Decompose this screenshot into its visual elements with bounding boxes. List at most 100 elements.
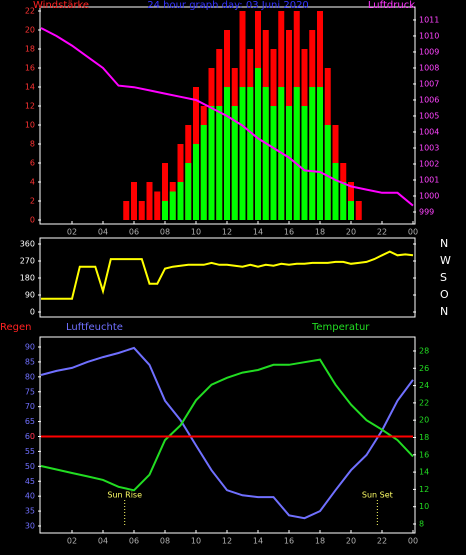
y-tick-label: 75 xyxy=(25,387,35,396)
wind-bar xyxy=(301,106,308,220)
x-tick-label: 18 xyxy=(315,228,325,237)
y-tick-label: 40 xyxy=(25,492,35,501)
y-tick-label: 22 xyxy=(419,398,429,407)
y-tick-label: 35 xyxy=(25,507,35,516)
y-tick-label: 10 xyxy=(419,502,429,511)
y-tick-label: 16 xyxy=(419,450,429,459)
chart-title: 24 hour graph day: 03 Juni 2020 xyxy=(147,0,309,11)
y-tick-label: 22 xyxy=(25,7,35,16)
y-tick-label: 28 xyxy=(419,346,429,355)
y-tick-label: 8 xyxy=(419,520,424,529)
y-tick-label: 1003 xyxy=(419,143,439,152)
y-tick-label: 1005 xyxy=(419,111,439,120)
y-tick-label: W xyxy=(440,254,451,267)
wind-bar xyxy=(208,106,215,220)
y-tick-label: 65 xyxy=(25,417,35,426)
wind-bar xyxy=(193,144,199,220)
wind-bar xyxy=(185,163,192,220)
y-tick-label: 180 xyxy=(20,274,35,283)
y-tick-label: 10 xyxy=(25,121,35,130)
x-tick-label: 06 xyxy=(129,228,139,237)
wind-bar xyxy=(247,87,254,220)
x-tick-label: 12 xyxy=(222,537,232,546)
y-tick-label: 1001 xyxy=(419,175,439,184)
x-tick-label: 14 xyxy=(253,228,263,237)
x-tick-label: 00 xyxy=(408,537,418,546)
x-tick-label: 02 xyxy=(67,537,77,546)
y-tick-label: 1010 xyxy=(419,31,439,40)
y-tick-label: 1004 xyxy=(419,127,439,136)
wind-bar xyxy=(270,106,277,220)
y-tick-label: 1000 xyxy=(419,191,439,200)
x-tick-label: 04 xyxy=(98,537,108,546)
x-tick-label: 20 xyxy=(346,228,356,237)
wind-bar xyxy=(138,201,145,220)
wind-bar xyxy=(200,125,207,220)
wind-bar xyxy=(255,68,261,220)
wind-bar xyxy=(309,87,316,220)
wind-bar xyxy=(332,163,339,220)
y-tick-label: 4 xyxy=(30,178,35,187)
x-tick-label: 22 xyxy=(377,537,387,546)
x-tick-label: 08 xyxy=(160,228,170,237)
y-tick-label: 999 xyxy=(419,207,434,216)
data-line xyxy=(40,358,414,492)
x-tick-label: 10 xyxy=(191,228,201,237)
wind-bar xyxy=(169,191,176,220)
y-tick-label: 18 xyxy=(25,45,35,54)
y-tick-label: 1008 xyxy=(419,63,439,72)
y-tick-label: 1009 xyxy=(419,47,439,56)
annotation: Sun Rise xyxy=(107,491,142,500)
wind-bar xyxy=(317,87,323,220)
y-tick-label: 60 xyxy=(25,432,35,441)
y-tick-label: O xyxy=(440,288,449,301)
x-tick-label: 02 xyxy=(67,228,77,237)
y-tick-label: 24 xyxy=(419,381,429,390)
wind-bar xyxy=(340,182,347,220)
x-tick-label: 10 xyxy=(191,537,201,546)
x-tick-label: 06 xyxy=(129,537,139,546)
wind-bar xyxy=(162,163,168,220)
wind-bar xyxy=(286,106,292,220)
wind-bar xyxy=(231,106,238,220)
annotation: Sun Set xyxy=(362,491,393,500)
wind-bar xyxy=(293,87,300,220)
wind-bar xyxy=(239,87,246,220)
y-tick-label: 12 xyxy=(419,485,429,494)
y-tick-label: 90 xyxy=(25,343,35,352)
y-tick-label: 0 xyxy=(30,432,35,441)
y-tick-label: 50 xyxy=(25,462,35,471)
x-tick-label: 18 xyxy=(315,537,325,546)
y-tick-label: 0 xyxy=(30,216,35,225)
y-tick-label: N xyxy=(440,237,448,250)
y-tick-label: N xyxy=(440,305,448,318)
y-tick-label: S xyxy=(440,271,447,284)
data-line xyxy=(41,250,414,300)
x-tick-label: 20 xyxy=(346,537,356,546)
y-tick-label: 45 xyxy=(25,477,35,486)
axis-label: Luftdruck xyxy=(368,0,415,11)
y-tick-label: 270 xyxy=(20,257,35,266)
x-tick-label: 04 xyxy=(98,228,108,237)
y-tick-label: 8 xyxy=(30,140,35,149)
y-tick-label: 90 xyxy=(25,291,35,300)
y-tick-label: 30 xyxy=(25,522,35,531)
wind-bar xyxy=(348,201,354,220)
axis-label: Temperatur xyxy=(311,322,370,333)
data-line xyxy=(40,27,414,207)
y-tick-label: 1007 xyxy=(419,79,439,88)
wind-bar xyxy=(355,201,362,220)
y-tick-label: 0 xyxy=(30,308,35,317)
y-tick-label: 360 xyxy=(20,240,35,249)
wind-bar xyxy=(154,191,161,220)
y-tick-label: 20 xyxy=(419,416,429,425)
wind-bar xyxy=(216,106,223,220)
y-tick-label: 16 xyxy=(25,64,35,73)
y-tick-label: 85 xyxy=(25,357,35,366)
x-tick-label: 16 xyxy=(284,228,294,237)
y-tick-label: 80 xyxy=(25,372,35,381)
y-tick-label: 1006 xyxy=(419,95,439,104)
y-tick-label: 70 xyxy=(25,402,35,411)
y-tick-label: 12 xyxy=(25,102,35,111)
y-tick-label: 1002 xyxy=(419,159,439,168)
